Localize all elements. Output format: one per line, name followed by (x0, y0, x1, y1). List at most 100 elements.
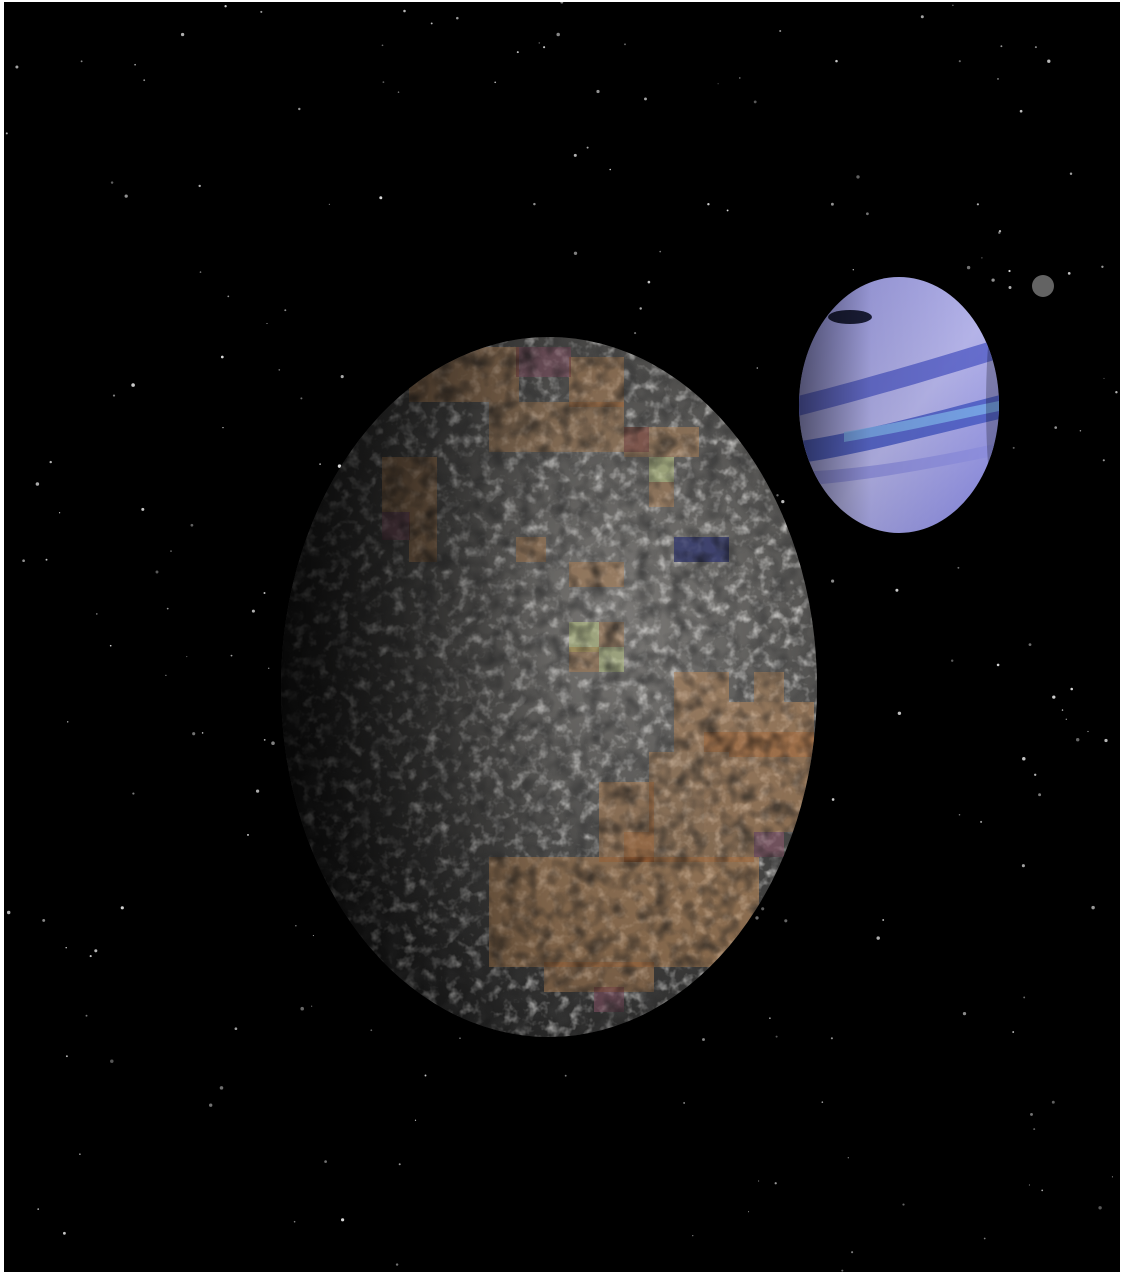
star (556, 32, 560, 37)
star (895, 588, 899, 592)
star (851, 1251, 854, 1254)
star (312, 935, 314, 937)
star (784, 919, 788, 923)
star (110, 181, 114, 184)
star (430, 22, 433, 25)
star (22, 559, 25, 563)
star (1000, 45, 1003, 48)
star (776, 494, 779, 497)
star (538, 42, 541, 44)
star (647, 280, 651, 284)
star (573, 251, 578, 255)
star (1033, 1128, 1036, 1131)
star (966, 265, 971, 270)
star (134, 63, 136, 66)
star (835, 59, 838, 63)
star (707, 203, 710, 206)
star (263, 739, 266, 741)
star (170, 550, 172, 552)
star (267, 667, 270, 670)
large-rocky-planet (281, 337, 817, 1037)
star (564, 1074, 567, 1077)
star (324, 1160, 327, 1163)
star (5, 132, 8, 135)
star (155, 570, 159, 574)
star (1115, 391, 1118, 394)
star (15, 65, 19, 69)
star (1041, 1189, 1044, 1192)
star (110, 1059, 114, 1063)
star (89, 955, 92, 958)
star (998, 229, 1002, 233)
star (1030, 1112, 1033, 1116)
star (143, 79, 146, 82)
star (1069, 172, 1073, 176)
star (781, 499, 785, 504)
star (263, 592, 266, 594)
banded-blue-planet (799, 277, 999, 533)
star (1065, 718, 1067, 720)
star (841, 1269, 844, 1272)
star (45, 558, 48, 561)
star (957, 566, 960, 569)
star (644, 97, 647, 101)
star (192, 732, 196, 736)
star (958, 60, 961, 63)
star (414, 1119, 417, 1121)
star (1102, 459, 1105, 462)
star (141, 507, 145, 511)
star (1019, 109, 1023, 113)
star (976, 203, 980, 206)
star (459, 1037, 461, 1040)
star (341, 1218, 345, 1222)
star (1028, 1184, 1030, 1186)
star (1103, 377, 1105, 379)
star (1070, 687, 1073, 691)
star (247, 833, 249, 836)
star (1023, 996, 1026, 999)
star (659, 250, 662, 253)
star (190, 523, 194, 527)
star (311, 1005, 313, 1007)
star (952, 4, 954, 6)
star (774, 1182, 777, 1185)
star (543, 46, 546, 49)
star (852, 269, 854, 271)
star (319, 463, 321, 465)
star (381, 44, 384, 47)
star (1075, 737, 1080, 742)
star (1051, 1100, 1055, 1104)
star (596, 89, 600, 94)
star (165, 674, 167, 677)
star (1054, 426, 1058, 429)
star (586, 146, 589, 149)
star (370, 1029, 373, 1032)
star (1067, 272, 1071, 275)
star (220, 355, 224, 359)
star (42, 918, 46, 922)
star (398, 1163, 401, 1166)
star (201, 732, 204, 734)
star (533, 202, 536, 206)
star (230, 654, 233, 657)
star (831, 579, 835, 583)
star (494, 81, 497, 84)
starfield (5, 2, 1118, 1272)
star (80, 60, 83, 63)
star (897, 711, 902, 716)
star (775, 1035, 778, 1038)
star (222, 426, 224, 429)
star (753, 100, 757, 104)
star (755, 916, 759, 920)
star (1047, 59, 1051, 63)
star (340, 375, 344, 379)
star (876, 936, 880, 940)
star (300, 1006, 304, 1011)
star (300, 397, 303, 400)
star (37, 1208, 40, 1210)
star (124, 194, 128, 198)
star (756, 367, 759, 369)
star (692, 1235, 694, 1237)
star (85, 1014, 88, 1017)
star (260, 10, 263, 13)
